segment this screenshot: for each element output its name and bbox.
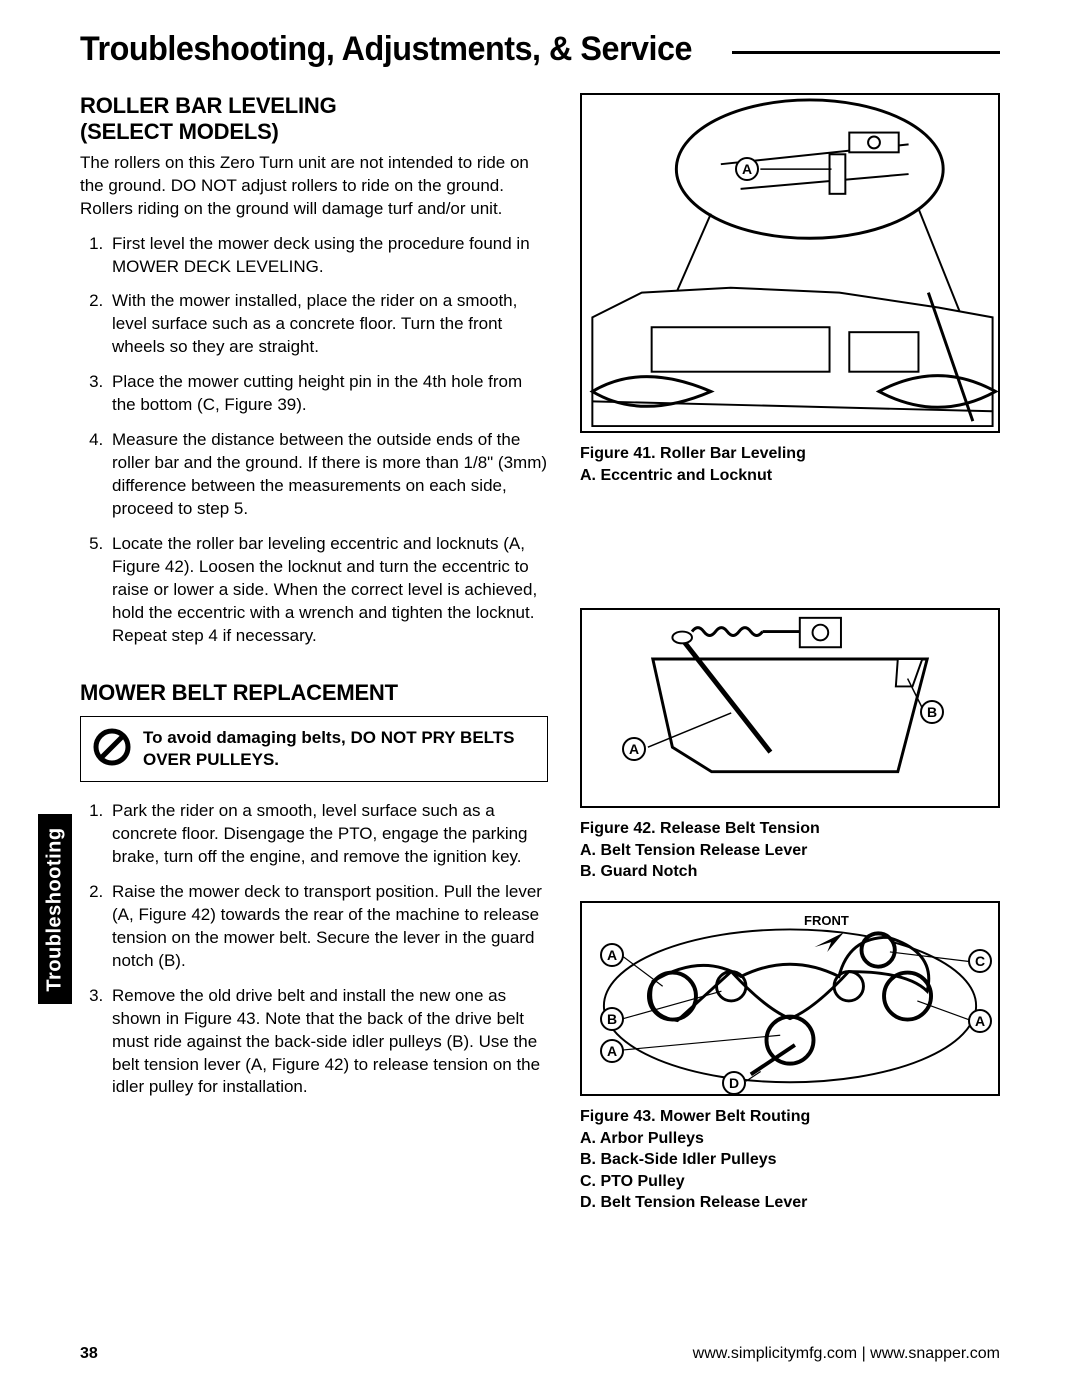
- title-rule: [732, 51, 1000, 54]
- figure-41-title: Figure 41. Roller Bar Leveling: [580, 443, 1000, 465]
- figure-42-title: Figure 42. Release Belt Tension: [580, 818, 1000, 840]
- callout-a3: A: [968, 1009, 992, 1033]
- roller-bar-steps: First level the mower deck using the pro…: [80, 233, 548, 648]
- page-number: 38: [80, 1345, 98, 1363]
- figure-43-line-c: C. PTO Pulley: [580, 1171, 1000, 1193]
- footer-url: www.simplicitymfg.com | www.snapper.com: [693, 1345, 1000, 1363]
- callout-d: D: [722, 1071, 746, 1095]
- footer: 38 www.simplicitymfg.com | www.snapper.c…: [80, 1345, 1000, 1363]
- figure-42-line-a: A. Belt Tension Release Lever: [580, 840, 1000, 862]
- warning-text: To avoid damaging belts, DO NOT PRY BELT…: [143, 727, 535, 771]
- step: First level the mower deck using the pro…: [108, 233, 548, 279]
- figure-41-line-a: A. Eccentric and Locknut: [580, 465, 1000, 487]
- callout-a2: A: [600, 1039, 624, 1063]
- step: Place the mower cutting height pin in th…: [108, 371, 548, 417]
- step: Measure the distance between the outside…: [108, 429, 548, 521]
- step: Raise the mower deck to transport positi…: [108, 881, 548, 973]
- figure-43-box: FRONT A B A C A D: [580, 901, 1000, 1096]
- figure-41-illustration: [582, 95, 998, 431]
- left-column: ROLLER BAR LEVELING (SELECT MODELS) The …: [80, 93, 548, 1214]
- figure-43-illustration: [582, 903, 998, 1094]
- heading-line-2: (SELECT MODELS): [80, 119, 279, 144]
- callout-b: B: [920, 700, 944, 724]
- figure-41-box: A: [580, 93, 1000, 433]
- figure-42-box: A B: [580, 608, 1000, 808]
- step: Remove the old drive belt and install th…: [108, 985, 548, 1100]
- side-tab: Troubleshooting: [38, 814, 72, 1004]
- page-title: Troubleshooting, Adjustments, & Service: [80, 30, 692, 69]
- intro-paragraph: The rollers on this Zero Turn unit are n…: [80, 152, 548, 221]
- belt-steps: Park the rider on a smooth, level surfac…: [80, 800, 548, 1099]
- step: With the mower installed, place the ride…: [108, 290, 548, 359]
- callout-a: A: [622, 737, 646, 761]
- columns: ROLLER BAR LEVELING (SELECT MODELS) The …: [80, 93, 1000, 1214]
- figure-42-line-b: B. Guard Notch: [580, 861, 1000, 883]
- figure-43-line-b: B. Back-Side Idler Pulleys: [580, 1149, 1000, 1171]
- step: Locate the roller bar leveling eccentric…: [108, 533, 548, 648]
- right-column: A Figure 41. Roller Bar Leveling A. Ecce…: [580, 93, 1000, 1214]
- callout-b: B: [600, 1007, 624, 1031]
- figure-43-line-a: A. Arbor Pulleys: [580, 1128, 1000, 1150]
- heading-line-1: ROLLER BAR LEVELING: [80, 93, 337, 118]
- callout-c: C: [968, 949, 992, 973]
- figure-43-line-d: D. Belt Tension Release Lever: [580, 1192, 1000, 1214]
- callout-a: A: [600, 943, 624, 967]
- section-heading-roller-bar: ROLLER BAR LEVELING (SELECT MODELS): [80, 93, 548, 146]
- figure-43-title: Figure 43. Mower Belt Routing: [580, 1106, 1000, 1128]
- page: Troubleshooting Troubleshooting, Adjustm…: [0, 0, 1080, 1397]
- side-tab-label: Troubleshooting: [44, 827, 67, 991]
- callout-a: A: [735, 157, 759, 181]
- section-heading-belt: MOWER BELT REPLACEMENT: [80, 680, 548, 706]
- front-label: FRONT: [804, 913, 849, 928]
- prohibit-icon: [93, 728, 131, 771]
- page-title-bar: Troubleshooting, Adjustments, & Service: [80, 30, 1000, 69]
- step: Park the rider on a smooth, level surfac…: [108, 800, 548, 869]
- warning-box: To avoid damaging belts, DO NOT PRY BELT…: [80, 716, 548, 782]
